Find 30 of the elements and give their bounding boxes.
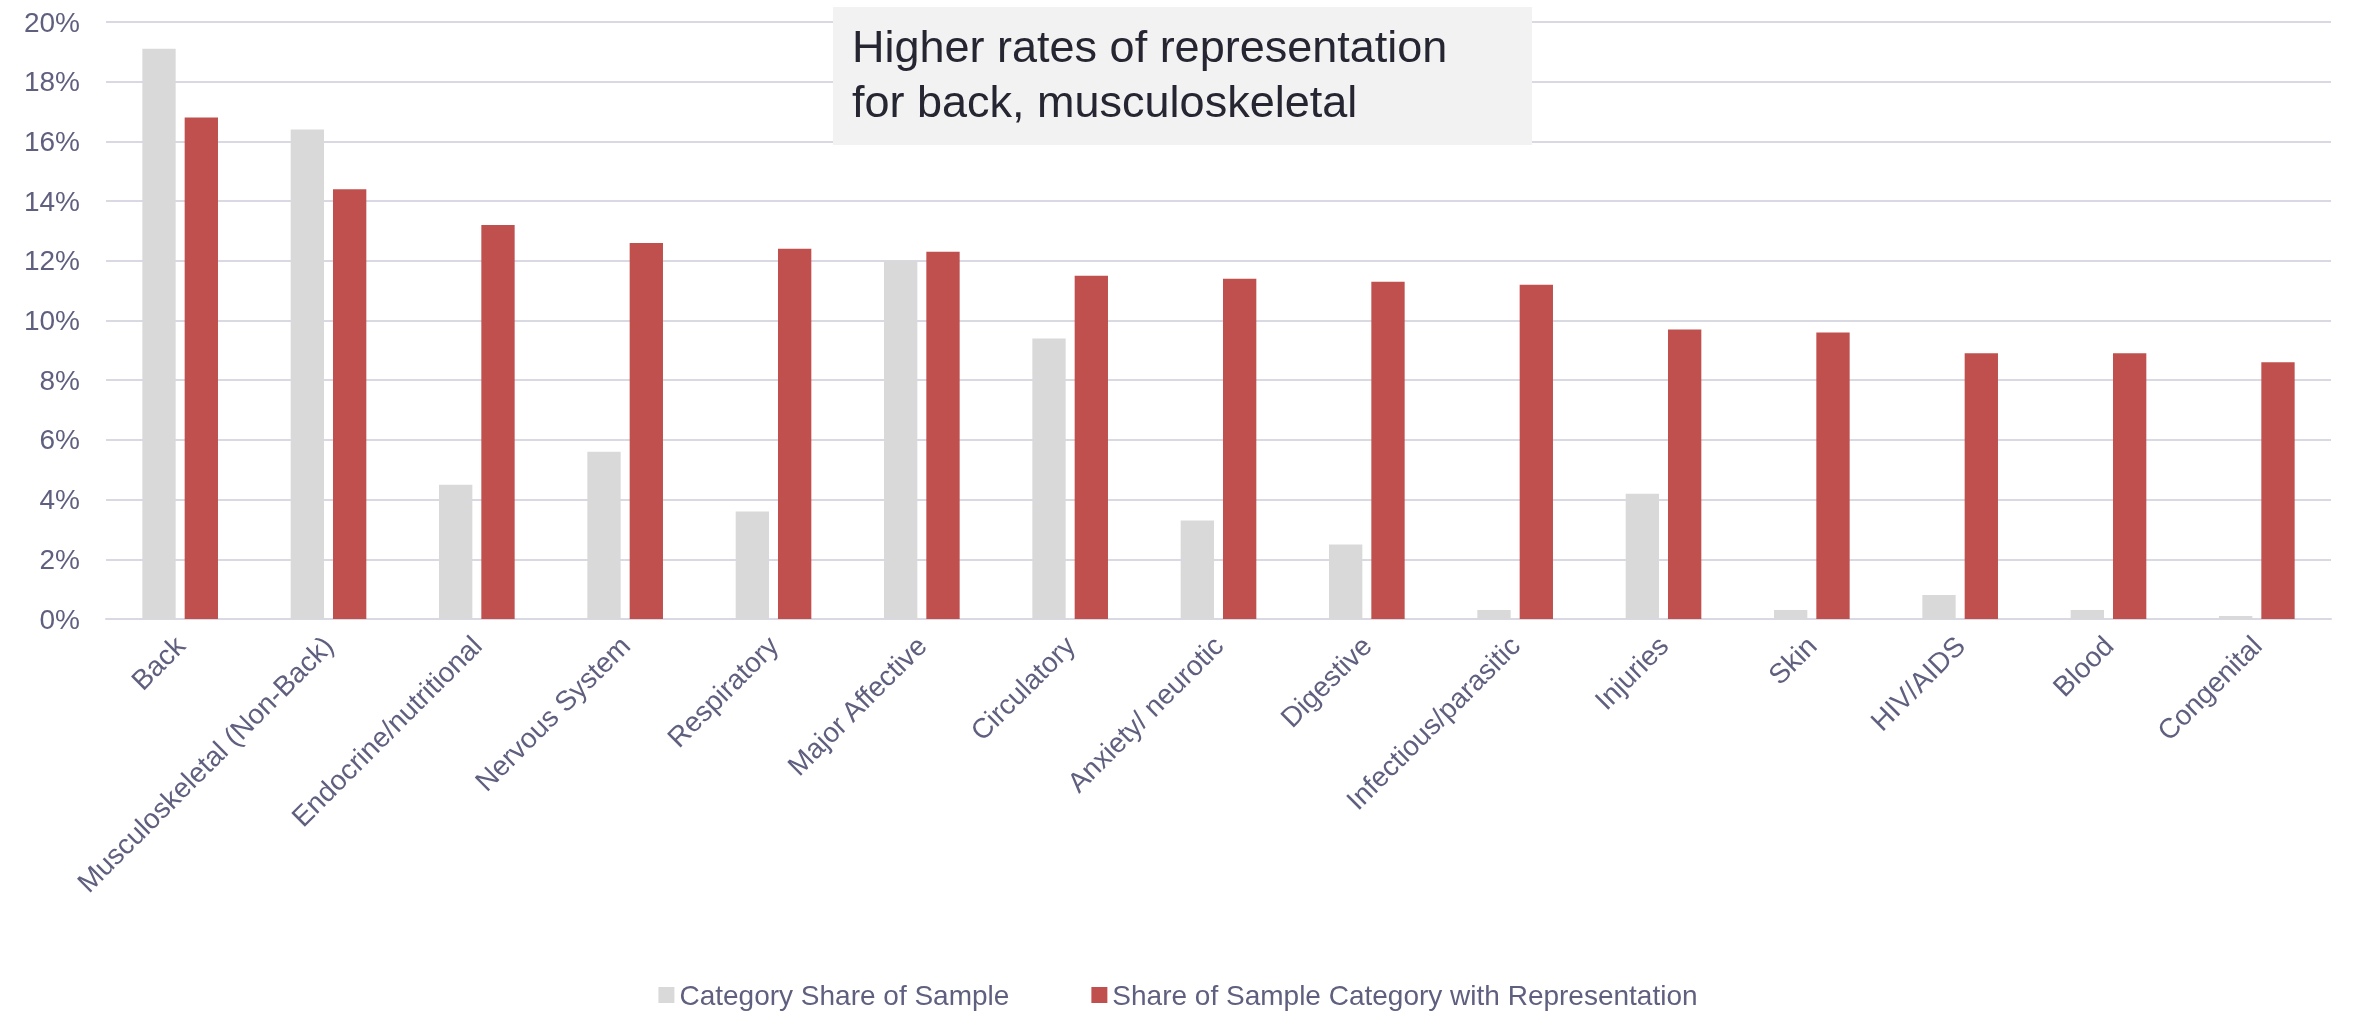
y-tick-label: 10% xyxy=(23,305,80,336)
bar xyxy=(1519,284,1553,619)
bar xyxy=(1816,332,1850,619)
bar xyxy=(1074,275,1108,619)
annotation: Higher rates of representation for back, musculoskeletal xyxy=(852,21,1460,127)
y-tick-label: 20% xyxy=(23,6,80,38)
bar xyxy=(778,248,812,619)
y-tick-label: 2% xyxy=(39,543,80,575)
y-tick-label: 12% xyxy=(23,245,80,277)
bar xyxy=(629,242,663,619)
bar xyxy=(2113,353,2147,619)
bar xyxy=(1371,281,1405,619)
y-tick-label: 8% xyxy=(39,364,80,396)
bar xyxy=(926,251,960,619)
bar xyxy=(2261,362,2295,619)
bar xyxy=(1223,278,1257,619)
y-tick-label: 4% xyxy=(39,484,80,516)
bar xyxy=(333,189,367,619)
legend-label: Share of Sample Category with Representation xyxy=(1112,979,1698,1011)
bar xyxy=(481,224,515,619)
legend-label: Category Share of Sample xyxy=(679,979,1010,1011)
y-tick-label: 14% xyxy=(23,185,80,217)
bar xyxy=(1668,329,1702,619)
y-tick-label: 18% xyxy=(23,66,80,98)
bar xyxy=(1964,353,1998,619)
y-tick-label: 6% xyxy=(39,424,80,456)
y-tick-label: 16% xyxy=(23,125,80,157)
x-tick-label: Skin xyxy=(1762,630,1823,691)
y-tick-label: 0% xyxy=(39,603,80,635)
bar xyxy=(184,117,218,619)
